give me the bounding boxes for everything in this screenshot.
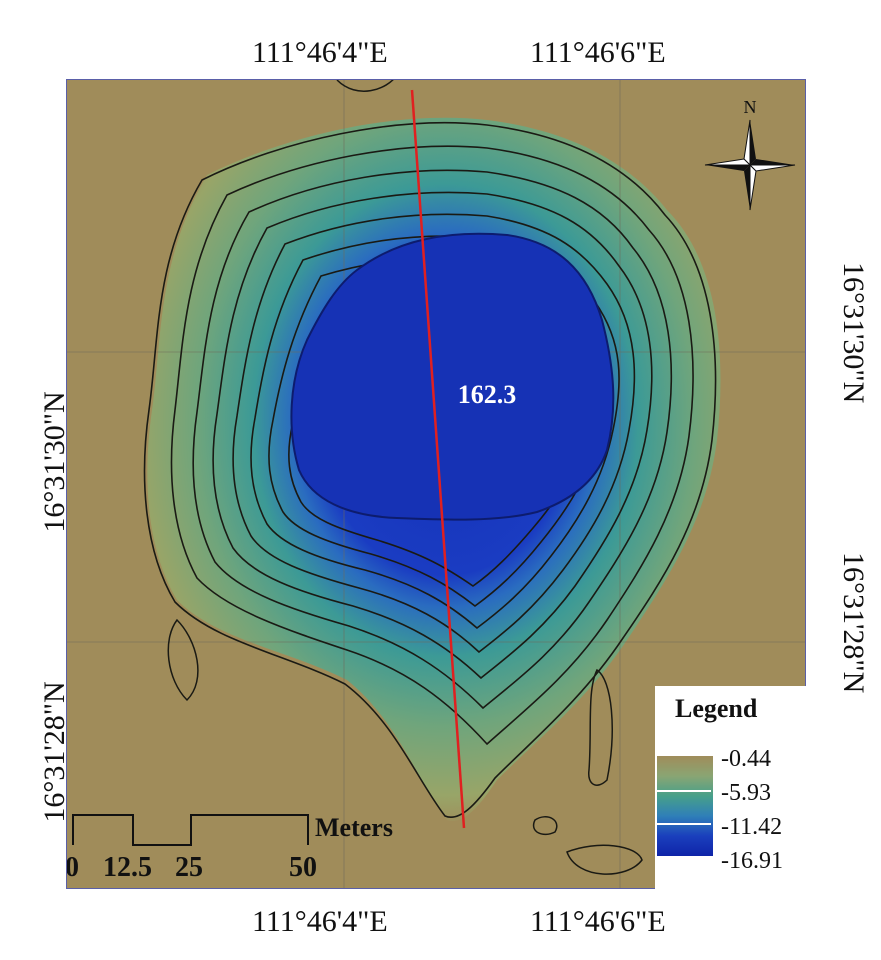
longitude-label-bottom-1: 111°46'4"E	[252, 905, 388, 938]
scale-tick-12-5: 12.5	[103, 852, 152, 883]
north-label: N	[744, 97, 757, 117]
longitude-label-bottom-2: 111°46'6"E	[530, 905, 666, 938]
latitude-label-right-2: 16°31'28"N	[837, 552, 870, 694]
scale-tick-25: 25	[175, 852, 203, 883]
longitude-label-top-1: 111°46'4"E	[252, 36, 388, 69]
reef-fringe-contours	[167, 80, 643, 875]
legend-title: Legend	[675, 694, 758, 723]
north-arrow-icon: N	[704, 97, 796, 211]
legend: Legend -0.44 -5.93 -11.42 -16.91	[655, 686, 806, 889]
legend-separator	[655, 790, 711, 792]
scale-tick-0: 0	[66, 852, 79, 883]
latitude-label-right-1: 16°31'30"N	[837, 262, 870, 404]
depth-label: 162.3	[458, 380, 517, 409]
legend-value-0: -0.44	[721, 746, 771, 772]
longitude-label-top-2: 111°46'6"E	[530, 36, 666, 69]
legend-color-ramp	[657, 756, 713, 856]
deep-basin-area	[290, 232, 615, 521]
scale-unit-label: Meters	[315, 813, 393, 842]
legend-value-2: -11.42	[721, 814, 783, 840]
scale-tick-50: 50	[289, 852, 317, 883]
legend-value-3: -16.91	[721, 848, 783, 874]
legend-separator	[655, 823, 711, 825]
scale-bar	[72, 814, 309, 846]
contour-lines	[143, 122, 717, 818]
legend-value-1: -5.93	[721, 780, 771, 806]
profile-transect-line	[410, 89, 466, 829]
